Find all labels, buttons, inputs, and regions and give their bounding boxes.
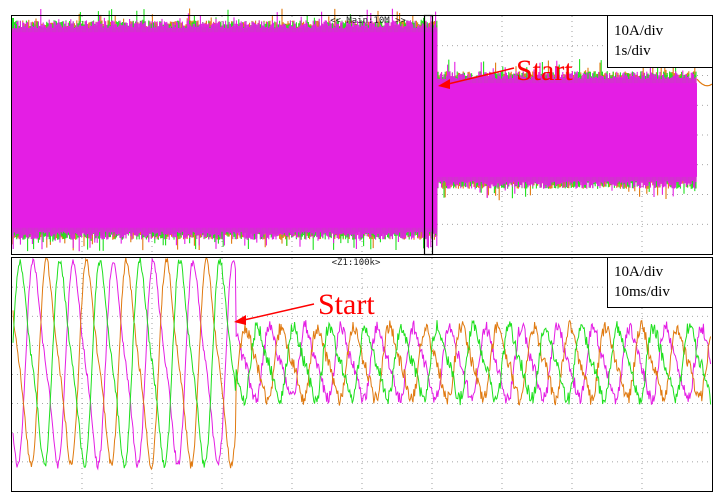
zoom-window-marker (423, 14, 434, 256)
bottom-start-arrowhead (234, 315, 246, 325)
top-start-arrow-line (447, 67, 515, 85)
top-start-arrowhead (438, 79, 450, 89)
top-inrush-spike (12, 18, 17, 29)
bottom-panel-waveforms (12, 256, 712, 471)
top-panel-waveforms (11, 8, 713, 252)
top-tail (696, 78, 713, 87)
bottom-current-scale: 10A/div (614, 264, 664, 280)
top-envelope-fill-post (437, 83, 697, 177)
top-start-label: Start (516, 54, 573, 87)
bottom-panel-grid (12, 258, 712, 491)
top-envelope-fill-pre (12, 32, 437, 228)
top-scale-box (607, 15, 713, 68)
bottom-series-phase-c (12, 257, 712, 471)
top-panel-header: << Main:10M >> (330, 16, 406, 26)
top-time-scale: 1s/div (614, 43, 651, 59)
bottom-series-phase-b (12, 256, 712, 471)
bottom-start-label: Start (318, 288, 375, 321)
bottom-time-scale: 10ms/div (614, 284, 670, 300)
bottom-series-phase-a (12, 257, 712, 469)
bottom-panel-header: <Z1:100k> (332, 258, 381, 268)
bottom-scale-box (607, 257, 713, 308)
top-current-scale: 10A/div (614, 23, 664, 39)
bottom-start-arrow-line (243, 303, 315, 321)
